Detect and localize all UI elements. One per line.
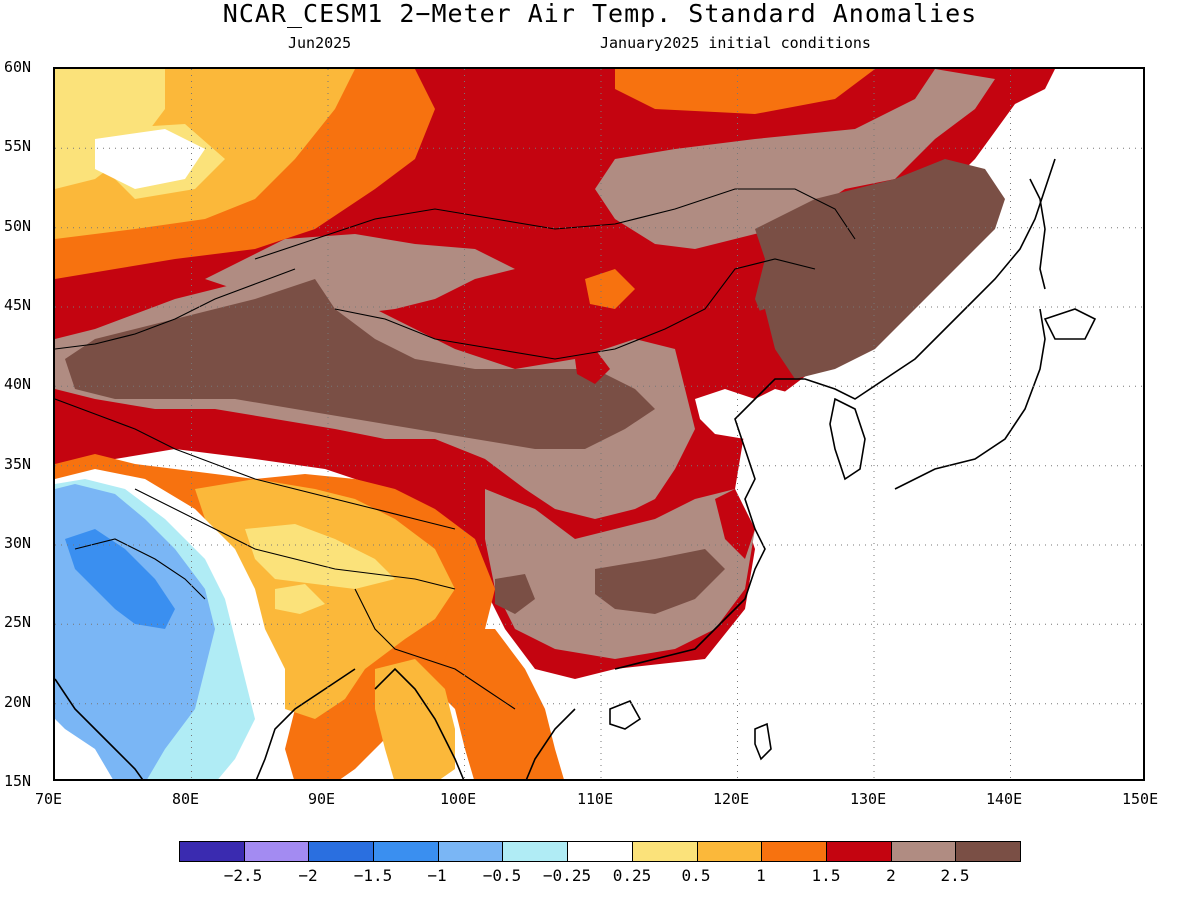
colorbar-label: −2 bbox=[298, 866, 318, 885]
colorbar-label: −0.5 bbox=[482, 866, 522, 885]
lon-label: 130E bbox=[850, 790, 887, 808]
colorbar-swatch bbox=[503, 842, 569, 861]
lat-label: 25N bbox=[4, 613, 32, 631]
colorbar-label: 0.5 bbox=[681, 866, 711, 885]
map-title: NCAR_CESM1 2−Meter Air Temp. Standard An… bbox=[222, 0, 978, 28]
coast-indochina bbox=[374, 667, 576, 779]
coast-korea bbox=[829, 397, 866, 481]
coast-taiwan bbox=[754, 722, 772, 761]
lat-label: 60N bbox=[4, 58, 32, 76]
lat-label: 15N bbox=[4, 772, 32, 790]
anomaly-region-darkbrown-w bbox=[65, 279, 655, 449]
colorbar-label: −1.5 bbox=[353, 866, 393, 885]
anomaly-region-red-pocket-3 bbox=[735, 309, 775, 369]
colorbar-swatch bbox=[374, 842, 439, 861]
borders bbox=[55, 188, 856, 710]
colorbar-label: −1 bbox=[427, 866, 447, 885]
anomaly-region-darkbrown-ne bbox=[755, 159, 1005, 379]
border-indochina bbox=[354, 588, 516, 710]
colorbar-swatch bbox=[891, 842, 957, 861]
colorbar-swatch bbox=[180, 842, 245, 861]
anomaly-region-pink-mongolia bbox=[595, 69, 995, 249]
anomaly-region-blue-india bbox=[65, 529, 175, 629]
lat-label: 40N bbox=[4, 375, 32, 393]
border-kazakh bbox=[55, 268, 296, 350]
lon-label: 90E bbox=[308, 790, 336, 808]
colorbar-swatch bbox=[438, 842, 504, 861]
coast-hainan bbox=[609, 699, 642, 730]
lat-label: 45N bbox=[4, 296, 32, 314]
lon-label: 80E bbox=[172, 790, 200, 808]
lon-label: 150E bbox=[1122, 790, 1159, 808]
lat-label: 55N bbox=[4, 137, 32, 155]
forecast-month: Jun2025 bbox=[288, 34, 352, 52]
initial-conditions: January2025 initial conditions bbox=[600, 34, 871, 52]
lat-label: 30N bbox=[4, 534, 32, 552]
anomaly-map bbox=[53, 67, 1145, 781]
anomaly-region-yellow-indochina bbox=[375, 659, 455, 779]
colorbar-label: 1.5 bbox=[811, 866, 841, 885]
sea-yellow bbox=[745, 449, 825, 519]
coast-sakhalin bbox=[1029, 178, 1046, 290]
border-mongolia-china bbox=[334, 258, 816, 360]
colorbar-label: −2.5 bbox=[223, 866, 263, 885]
colorbar-swatch bbox=[309, 842, 375, 861]
graticule bbox=[55, 69, 1143, 779]
anomaly-region-orange-n2 bbox=[585, 269, 635, 309]
lon-label: 70E bbox=[35, 790, 63, 808]
colorbar-label: 2.5 bbox=[940, 866, 970, 885]
lat-label: 35N bbox=[4, 455, 32, 473]
anomaly-region-red-pocket-2 bbox=[715, 489, 755, 559]
anomaly-region-yellow-tibet bbox=[245, 524, 395, 614]
border-himalaya bbox=[134, 488, 456, 590]
lon-label: 110E bbox=[577, 790, 614, 808]
colorbar-swatch bbox=[632, 842, 698, 861]
lon-label: 100E bbox=[440, 790, 477, 808]
coast-china-east bbox=[614, 158, 1056, 670]
colorbar-swatch bbox=[826, 842, 892, 861]
coast-japan bbox=[894, 308, 1097, 490]
sea-bohai bbox=[695, 389, 765, 439]
anomaly-region-white-nw bbox=[95, 129, 205, 189]
colorbar-label: 1 bbox=[756, 866, 766, 885]
colorbar-swatch bbox=[762, 842, 827, 861]
lon-label: 140E bbox=[986, 790, 1023, 808]
colorbar-swatch bbox=[568, 842, 633, 861]
colorbar bbox=[179, 841, 1021, 862]
colorbar-swatch bbox=[697, 842, 763, 861]
anomaly-map-svg bbox=[55, 69, 1143, 779]
colorbar-swatch bbox=[244, 842, 310, 861]
colorbar-label: 0.25 bbox=[612, 866, 652, 885]
border-russia-mongolia bbox=[254, 188, 856, 260]
colorbar-label: 2 bbox=[886, 866, 896, 885]
colorbar-label: −0.25 bbox=[542, 866, 592, 885]
anomaly-region-darkbrown-s bbox=[495, 549, 725, 614]
anomaly-region-orange-n bbox=[615, 69, 875, 114]
lat-label: 50N bbox=[4, 217, 32, 235]
colorbar-swatch bbox=[956, 842, 1020, 861]
coastlines bbox=[55, 158, 1097, 779]
border-china-west bbox=[55, 398, 456, 530]
lon-label: 120E bbox=[713, 790, 750, 808]
lat-label: 20N bbox=[4, 693, 32, 711]
coast-india bbox=[55, 668, 356, 779]
